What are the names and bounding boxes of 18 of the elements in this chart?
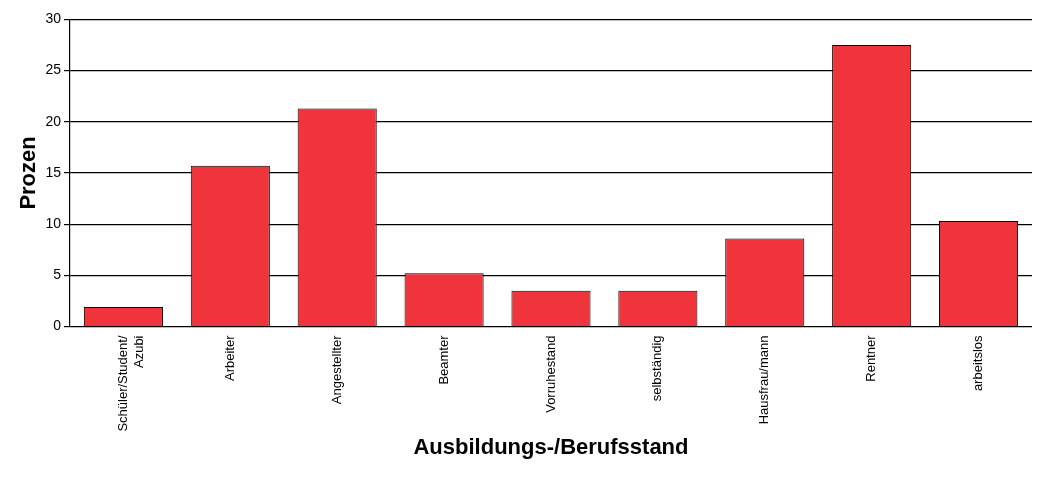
x-tick-label: Arbeiter	[221, 334, 237, 382]
y-tick-label: 25	[45, 61, 62, 78]
x-tick-label: Angestellter	[328, 334, 344, 405]
y-axis-title: Prozen	[15, 136, 41, 210]
x-tick-label: Rentner	[863, 334, 879, 382]
x-tick-label: Beamter	[435, 334, 451, 385]
x-axis-title: Ausbildungs-/Berufsstand	[413, 433, 689, 459]
y-tick-label: 10	[45, 214, 62, 231]
x-tick-label: selbständig	[649, 335, 665, 402]
x-tick-label: Schüler/Student/Azubi	[115, 335, 146, 432]
y-tick-label: 30	[45, 10, 62, 27]
x-tick-label: Hausfrau/mann	[756, 335, 772, 425]
x-tick-label: Vorruhestand	[542, 335, 558, 413]
x-tick-label: arbeitslos	[970, 334, 986, 392]
y-tick-label: 5	[53, 266, 62, 283]
y-tick-label: 0	[53, 317, 62, 334]
y-tick-label: 20	[45, 112, 62, 129]
y-tick-label: 15	[45, 163, 62, 180]
